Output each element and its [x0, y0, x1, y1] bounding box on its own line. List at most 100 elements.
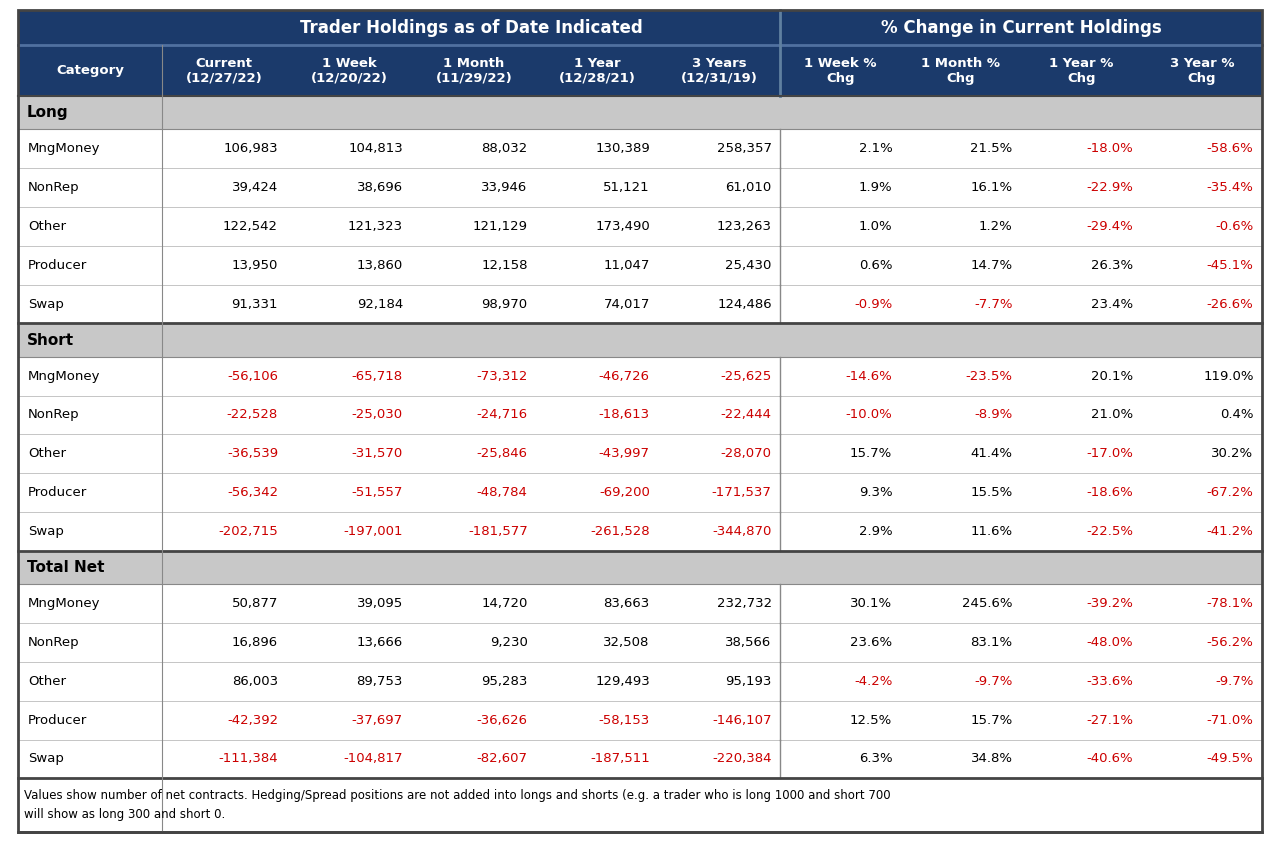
Text: 16.1%: 16.1% — [970, 181, 1012, 194]
Text: -49.5%: -49.5% — [1207, 753, 1253, 765]
Text: 2.9%: 2.9% — [859, 525, 892, 538]
Bar — [18, 551, 1262, 584]
Text: -344,870: -344,870 — [713, 525, 772, 538]
Text: Trader Holdings as of Date Indicated: Trader Holdings as of Date Indicated — [300, 19, 643, 36]
Text: 14.7%: 14.7% — [970, 258, 1012, 272]
Text: 0.4%: 0.4% — [1220, 408, 1253, 422]
Bar — [18, 130, 1262, 168]
Text: -23.5%: -23.5% — [965, 370, 1012, 382]
Text: -35.4%: -35.4% — [1207, 181, 1253, 194]
Text: -42,392: -42,392 — [227, 714, 278, 727]
Text: 3 Years
(12/31/19): 3 Years (12/31/19) — [681, 56, 758, 84]
Text: 13,666: 13,666 — [357, 636, 403, 649]
Text: -0.6%: -0.6% — [1215, 220, 1253, 233]
Text: 1 Month
(11/29/22): 1 Month (11/29/22) — [435, 56, 512, 84]
Text: Other: Other — [28, 674, 67, 688]
Text: -48.0%: -48.0% — [1087, 636, 1133, 649]
Text: 1.2%: 1.2% — [979, 220, 1012, 233]
Text: 83,663: 83,663 — [604, 597, 650, 610]
Text: -27.1%: -27.1% — [1087, 714, 1133, 727]
Text: -197,001: -197,001 — [343, 525, 403, 538]
Text: -18.0%: -18.0% — [1087, 142, 1133, 155]
Text: 13,950: 13,950 — [232, 258, 278, 272]
Text: 61,010: 61,010 — [726, 181, 772, 194]
Text: -31,570: -31,570 — [352, 447, 403, 461]
Text: Category: Category — [56, 64, 124, 77]
Bar — [18, 396, 1262, 434]
Text: -24,716: -24,716 — [476, 408, 527, 422]
Text: -18.6%: -18.6% — [1087, 486, 1133, 499]
Text: -8.9%: -8.9% — [974, 408, 1012, 422]
Text: 1 Year %
Chg: 1 Year % Chg — [1050, 56, 1114, 84]
Text: 23.6%: 23.6% — [850, 636, 892, 649]
Text: 38,566: 38,566 — [726, 636, 772, 649]
Text: 245.6%: 245.6% — [963, 597, 1012, 610]
Text: 88,032: 88,032 — [481, 142, 527, 155]
Text: -73,312: -73,312 — [476, 370, 527, 382]
Text: 32,508: 32,508 — [603, 636, 650, 649]
Text: -171,537: -171,537 — [712, 486, 772, 499]
Bar — [18, 512, 1262, 551]
Text: 21.0%: 21.0% — [1091, 408, 1133, 422]
Text: 51,121: 51,121 — [603, 181, 650, 194]
Text: -111,384: -111,384 — [219, 753, 278, 765]
Text: Short: Short — [27, 333, 74, 348]
Text: 39,095: 39,095 — [357, 597, 403, 610]
Text: -104,817: -104,817 — [343, 753, 403, 765]
Text: -56,106: -56,106 — [227, 370, 278, 382]
Text: 121,323: 121,323 — [348, 220, 403, 233]
Text: 95,283: 95,283 — [481, 674, 527, 688]
Text: 50,877: 50,877 — [232, 597, 278, 610]
Text: 1.0%: 1.0% — [859, 220, 892, 233]
Text: 122,542: 122,542 — [223, 220, 278, 233]
Text: NonRep: NonRep — [28, 636, 79, 649]
Text: -36,626: -36,626 — [476, 714, 527, 727]
Text: -71.0%: -71.0% — [1207, 714, 1253, 727]
Text: -4.2%: -4.2% — [854, 674, 892, 688]
Text: -43,997: -43,997 — [599, 447, 650, 461]
Text: 12,158: 12,158 — [481, 258, 527, 272]
Text: 11,047: 11,047 — [603, 258, 650, 272]
Text: 20.1%: 20.1% — [1091, 370, 1133, 382]
Text: -36,539: -36,539 — [227, 447, 278, 461]
Bar — [18, 357, 1262, 396]
Text: 119.0%: 119.0% — [1203, 370, 1253, 382]
Text: -39.2%: -39.2% — [1087, 597, 1133, 610]
Text: 9,230: 9,230 — [490, 636, 527, 649]
Text: -58,153: -58,153 — [599, 714, 650, 727]
Bar — [18, 207, 1262, 246]
Text: 34.8%: 34.8% — [970, 753, 1012, 765]
Text: 9.3%: 9.3% — [859, 486, 892, 499]
Text: 74,017: 74,017 — [603, 297, 650, 311]
Text: 104,813: 104,813 — [348, 142, 403, 155]
Text: 41.4%: 41.4% — [970, 447, 1012, 461]
Text: -40.6%: -40.6% — [1087, 753, 1133, 765]
Bar — [18, 623, 1262, 662]
Text: 98,970: 98,970 — [481, 297, 527, 311]
Text: -22,528: -22,528 — [227, 408, 278, 422]
Text: -69,200: -69,200 — [599, 486, 650, 499]
Bar — [18, 96, 1262, 130]
Text: -51,557: -51,557 — [352, 486, 403, 499]
Bar — [18, 584, 1262, 623]
Text: 1 Week
(12/20/22): 1 Week (12/20/22) — [311, 56, 388, 84]
Text: -45.1%: -45.1% — [1207, 258, 1253, 272]
Text: 11.6%: 11.6% — [970, 525, 1012, 538]
Bar — [18, 323, 1262, 357]
Text: Long: Long — [27, 105, 68, 120]
Text: 0.6%: 0.6% — [859, 258, 892, 272]
Text: MngMoney: MngMoney — [28, 597, 101, 610]
Bar — [18, 473, 1262, 512]
Text: 106,983: 106,983 — [224, 142, 278, 155]
Text: 2.1%: 2.1% — [859, 142, 892, 155]
Text: -22,444: -22,444 — [721, 408, 772, 422]
Text: -67.2%: -67.2% — [1207, 486, 1253, 499]
Text: 124,486: 124,486 — [717, 297, 772, 311]
Text: 258,357: 258,357 — [717, 142, 772, 155]
Bar — [18, 701, 1262, 739]
Text: 33,946: 33,946 — [481, 181, 527, 194]
Text: -22.5%: -22.5% — [1087, 525, 1133, 538]
Bar — [18, 739, 1262, 778]
Text: -25,846: -25,846 — [476, 447, 527, 461]
Text: -0.9%: -0.9% — [854, 297, 892, 311]
